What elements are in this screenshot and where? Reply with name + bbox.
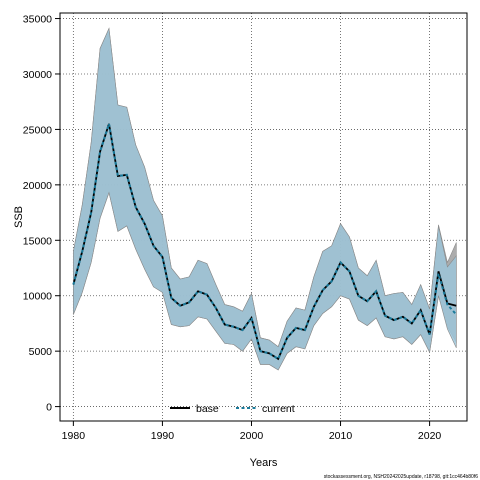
y-tick-label-30000: 30000 (23, 69, 52, 81)
x-tick-label-2020: 2020 (418, 430, 442, 442)
y-tick-label-5000: 5000 (29, 346, 53, 358)
legend-label-base: base (196, 403, 219, 415)
y-axis: 0 5000 10000 15000 20000 25000 30000 35000 (23, 14, 60, 414)
y-axis-title: SSB (13, 206, 25, 228)
x-tick-label-2000: 2000 (240, 430, 264, 442)
plot-frame (59, 12, 468, 422)
x-axis-title: Years (250, 457, 278, 469)
series-lines (72, 123, 458, 361)
x-axis: 1980 1990 2000 2010 2020 (62, 421, 442, 442)
y-tick-label-35000: 35000 (23, 14, 52, 26)
y-tick-label-0: 0 (46, 402, 52, 414)
legend: base current (170, 403, 295, 415)
y-tick-label-15000: 15000 (23, 235, 52, 247)
y-tick-label-25000: 25000 (23, 124, 52, 136)
series-line-current (72, 123, 458, 361)
y-tick-label-10000: 10000 (23, 291, 52, 303)
x-tick-label-1990: 1990 (151, 430, 175, 442)
legend-label-current: current (262, 403, 295, 415)
x-tick-label-1980: 1980 (62, 430, 86, 442)
footnote-caption: stockassessment.org, NSH20242025update, … (324, 474, 478, 480)
y-tick-label-20000: 20000 (23, 180, 52, 192)
x-tick-label-2010: 2010 (329, 430, 353, 442)
